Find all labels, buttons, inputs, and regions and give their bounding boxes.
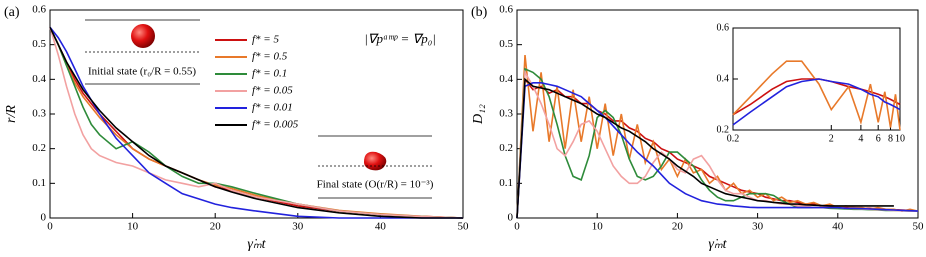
y-tick-label: 0.3 xyxy=(499,108,513,120)
final-droplet xyxy=(364,151,387,171)
y-tick-label: 0.4 xyxy=(499,73,513,85)
series-line xyxy=(516,82,919,219)
annotation: Final state (O(r/R) = 10⁻³) xyxy=(317,179,434,191)
y-tick-label: 0.1 xyxy=(499,177,513,189)
initial-droplet xyxy=(131,24,155,48)
y-tick-label: 0.3 xyxy=(32,108,46,120)
y-tick-label: 0.2 xyxy=(32,142,46,154)
y-tick-label: 0.6 xyxy=(32,4,46,16)
annotation: Initial state (r₀/R = 0.55) xyxy=(88,66,196,78)
x-tick-label: 30 xyxy=(752,221,764,233)
x-tick-label: 30 xyxy=(292,221,304,233)
y-tick-label: 0.6 xyxy=(499,4,513,16)
legend-label: f* = 0.01 xyxy=(252,102,293,114)
x-tick-label: 20 xyxy=(672,221,684,233)
x-axis-label: γ̇ₘt xyxy=(708,237,727,252)
legend-label: f* = 0.1 xyxy=(252,68,287,80)
x-axis-label: γ̇ₘt xyxy=(247,237,266,252)
inset-bg xyxy=(703,20,910,152)
y-tick-label: 0 xyxy=(508,212,514,224)
series-line xyxy=(49,26,463,219)
series-line xyxy=(516,55,919,219)
legend-label: f* = 0.5 xyxy=(252,51,288,63)
y-tick-label: 0.1 xyxy=(32,177,46,189)
x-tick-label: 0 xyxy=(47,221,53,233)
series-line xyxy=(49,27,464,219)
x-tick-label: 8 xyxy=(888,133,893,144)
x-tick-label: 40 xyxy=(375,221,387,233)
y-tick-label: 0 xyxy=(41,212,47,224)
x-tick-label: 10 xyxy=(592,221,604,233)
x-tick-label: 40 xyxy=(832,221,844,233)
y-tick-label: 0.4 xyxy=(32,73,46,85)
x-tick-label: 4 xyxy=(858,133,863,144)
x-tick-label: 20 xyxy=(210,221,222,233)
x-tick-label: 50 xyxy=(913,221,925,233)
legend-label: f* = 5 xyxy=(252,34,279,46)
x-tick-label: 0.2 xyxy=(727,133,740,144)
y-axis-label: D₁₂ xyxy=(471,104,486,125)
y-axis-label: r/R xyxy=(4,105,19,123)
panel-label: (b) xyxy=(471,5,488,20)
y-tick-label: 0.6 xyxy=(717,22,730,33)
series-line xyxy=(49,26,463,219)
annotation: |∇pᵃᵐᵖ = ∇p₀| xyxy=(364,31,436,46)
series-line xyxy=(516,77,894,219)
x-tick-label: 50 xyxy=(458,221,470,233)
x-tick-label: 6 xyxy=(876,133,881,144)
legend-label: f* = 0.005 xyxy=(252,119,299,131)
x-tick-label: 10 xyxy=(895,133,905,144)
legend-label: f* = 0.05 xyxy=(252,85,293,97)
series-line xyxy=(732,78,901,126)
y-tick-label: 0.2 xyxy=(499,142,513,154)
panel-a-decor: |∇pᵃᵐᵖ = ∇p₀| Initial state (r₀/R = 0.55… xyxy=(85,19,436,199)
x-tick-label: 0 xyxy=(514,221,520,233)
x-tick-label: 10 xyxy=(127,221,139,233)
y-tick-label: 0.4 xyxy=(717,73,730,84)
panel-label: (a) xyxy=(4,5,20,20)
y-tick-label: 0.5 xyxy=(32,38,46,50)
x-tick-label: 2 xyxy=(829,133,834,144)
series-line xyxy=(732,60,901,131)
y-tick-label: 0.5 xyxy=(499,38,513,50)
y-tick-label: 0.2 xyxy=(717,124,730,135)
